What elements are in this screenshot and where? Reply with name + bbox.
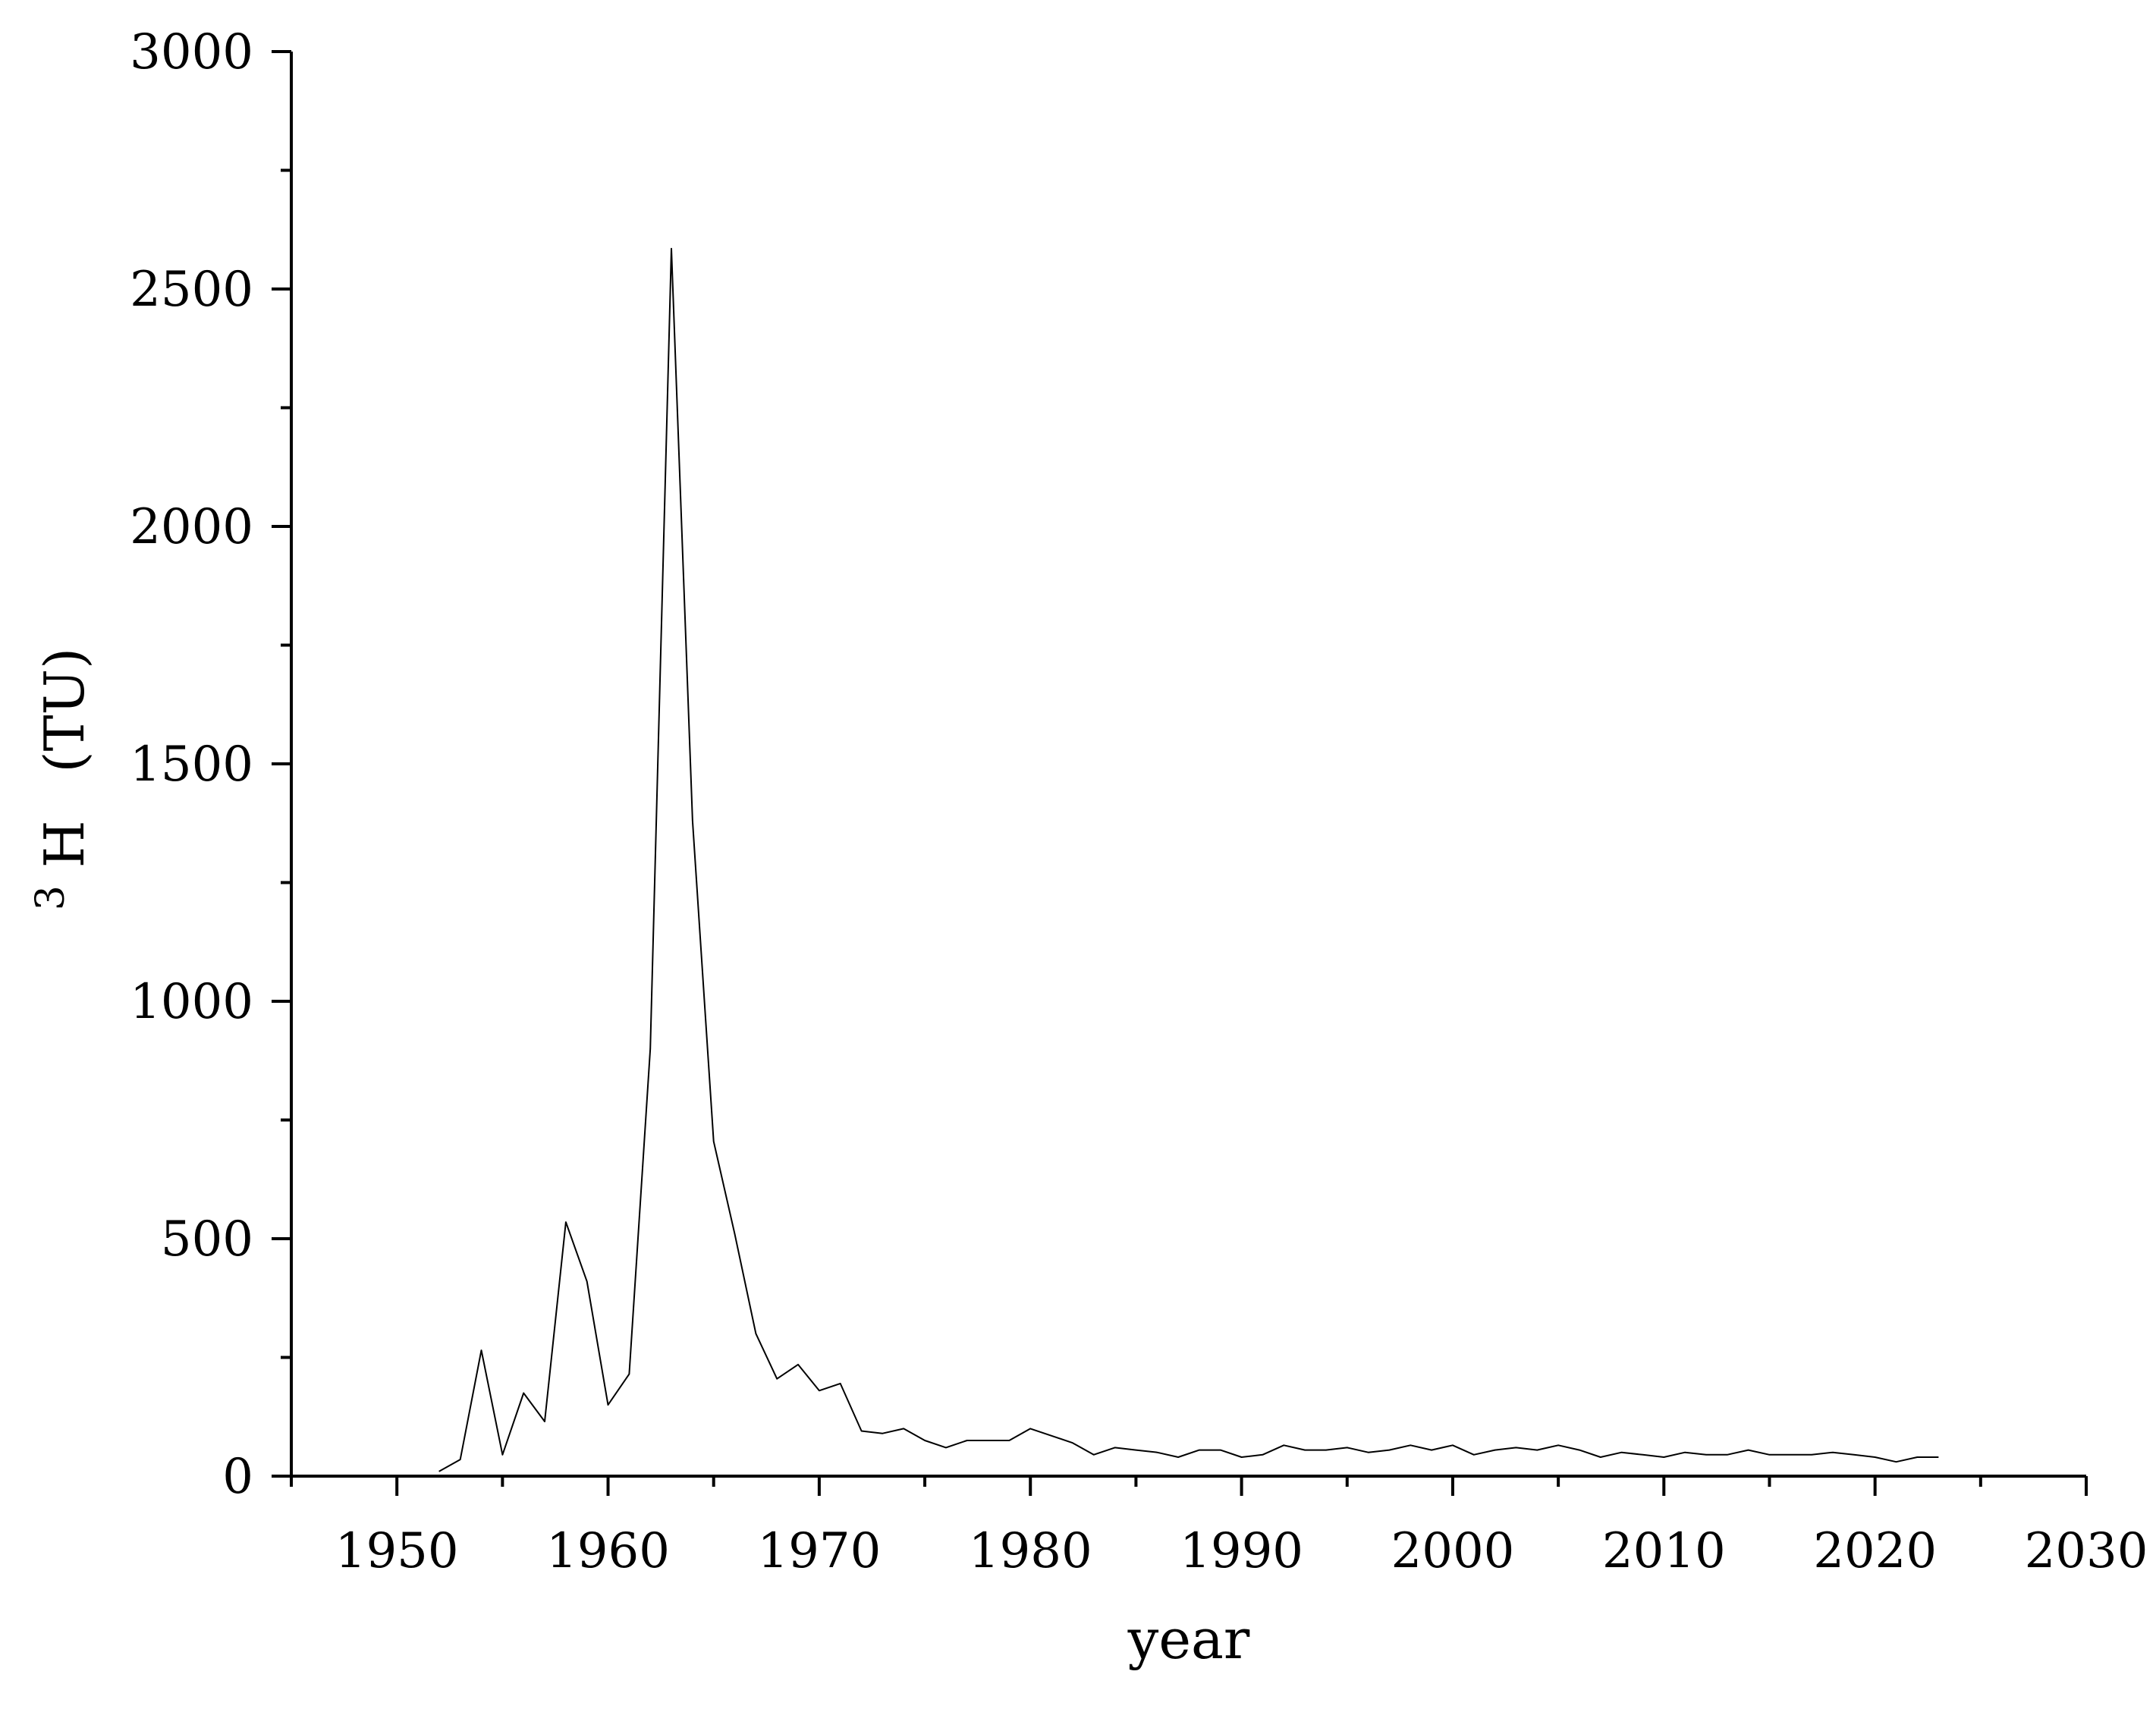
data-points bbox=[438, 248, 1939, 1472]
data-point bbox=[966, 1440, 968, 1441]
data-point bbox=[649, 1048, 651, 1050]
data-point bbox=[1008, 1440, 1010, 1441]
data-point bbox=[481, 1349, 482, 1351]
y-tick-label: 1500 bbox=[130, 737, 253, 793]
data-point bbox=[1705, 1454, 1707, 1456]
data-point bbox=[1410, 1444, 1411, 1446]
data-point bbox=[1790, 1454, 1791, 1456]
x-tick-label: 1960 bbox=[546, 1523, 670, 1579]
data-point bbox=[1093, 1454, 1095, 1456]
data-point bbox=[1600, 1456, 1601, 1458]
data-point bbox=[1768, 1454, 1770, 1456]
data-point bbox=[1853, 1454, 1855, 1456]
data-point bbox=[1684, 1452, 1686, 1453]
data-point bbox=[713, 1141, 715, 1142]
data-point bbox=[1241, 1456, 1243, 1458]
x-tick-label: 1970 bbox=[757, 1523, 881, 1579]
y-axis-title-superscript: 3 bbox=[28, 885, 74, 910]
data-point bbox=[797, 1364, 799, 1365]
data-point bbox=[1642, 1454, 1643, 1456]
data-point bbox=[924, 1440, 926, 1441]
y-tick-label: 0 bbox=[222, 1449, 253, 1505]
data-point bbox=[671, 248, 672, 250]
data-point bbox=[882, 1433, 883, 1434]
data-point bbox=[438, 1471, 440, 1472]
x-tick-label: 1950 bbox=[335, 1523, 459, 1579]
data-point bbox=[501, 1454, 503, 1456]
x-tick-label: 2000 bbox=[1391, 1523, 1515, 1579]
y-tick-labels: 0 500 1000 1500 2000 2500 3000 bbox=[130, 24, 253, 1505]
data-point bbox=[1262, 1454, 1263, 1456]
data-point bbox=[1072, 1442, 1073, 1444]
data-point bbox=[1156, 1452, 1158, 1453]
data-point bbox=[1114, 1447, 1116, 1448]
x-tick-label: 2010 bbox=[1602, 1523, 1726, 1579]
data-point bbox=[734, 1233, 736, 1235]
axis-ticks bbox=[272, 50, 2088, 1496]
data-point bbox=[586, 1280, 588, 1282]
data-point bbox=[1557, 1444, 1559, 1446]
y-axis-title: 3 H (TU) bbox=[13, 648, 96, 911]
data-point bbox=[1452, 1444, 1454, 1446]
y-tick-label: 500 bbox=[161, 1211, 253, 1268]
data-point bbox=[1368, 1452, 1369, 1453]
data-point bbox=[1177, 1456, 1179, 1458]
x-tick-labels: 1950 1960 1970 1980 1990 2000 2010 2020 2030 bbox=[335, 1523, 2148, 1579]
data-point bbox=[692, 820, 693, 822]
x-axis-title: year bbox=[1127, 1607, 1250, 1671]
data-point bbox=[840, 1383, 841, 1384]
y-tick-label: 1000 bbox=[130, 974, 253, 1030]
x-tick-label: 1990 bbox=[1180, 1523, 1303, 1579]
data-point bbox=[1916, 1456, 1918, 1458]
x-tick-label: 2030 bbox=[2025, 1523, 2148, 1579]
x-tick-label: 1980 bbox=[969, 1523, 1092, 1579]
data-point bbox=[945, 1447, 947, 1448]
tritium-series-line bbox=[438, 247, 1939, 1472]
data-point bbox=[565, 1221, 567, 1223]
data-point bbox=[1473, 1454, 1475, 1456]
data-point bbox=[1051, 1435, 1052, 1437]
y-axis-title-symbol: H bbox=[33, 821, 96, 869]
data-point bbox=[1621, 1452, 1623, 1453]
y-tick-label: 3000 bbox=[130, 24, 253, 80]
data-point bbox=[1832, 1452, 1834, 1453]
data-point bbox=[1938, 1456, 1939, 1458]
data-point bbox=[1029, 1428, 1031, 1429]
data-point bbox=[776, 1378, 778, 1380]
y-tick-label: 2500 bbox=[130, 262, 253, 318]
y-axis-title-unit: (TU) bbox=[33, 648, 96, 773]
y-tick-label: 2000 bbox=[130, 499, 253, 555]
x-tick-label: 2020 bbox=[1813, 1523, 1937, 1579]
